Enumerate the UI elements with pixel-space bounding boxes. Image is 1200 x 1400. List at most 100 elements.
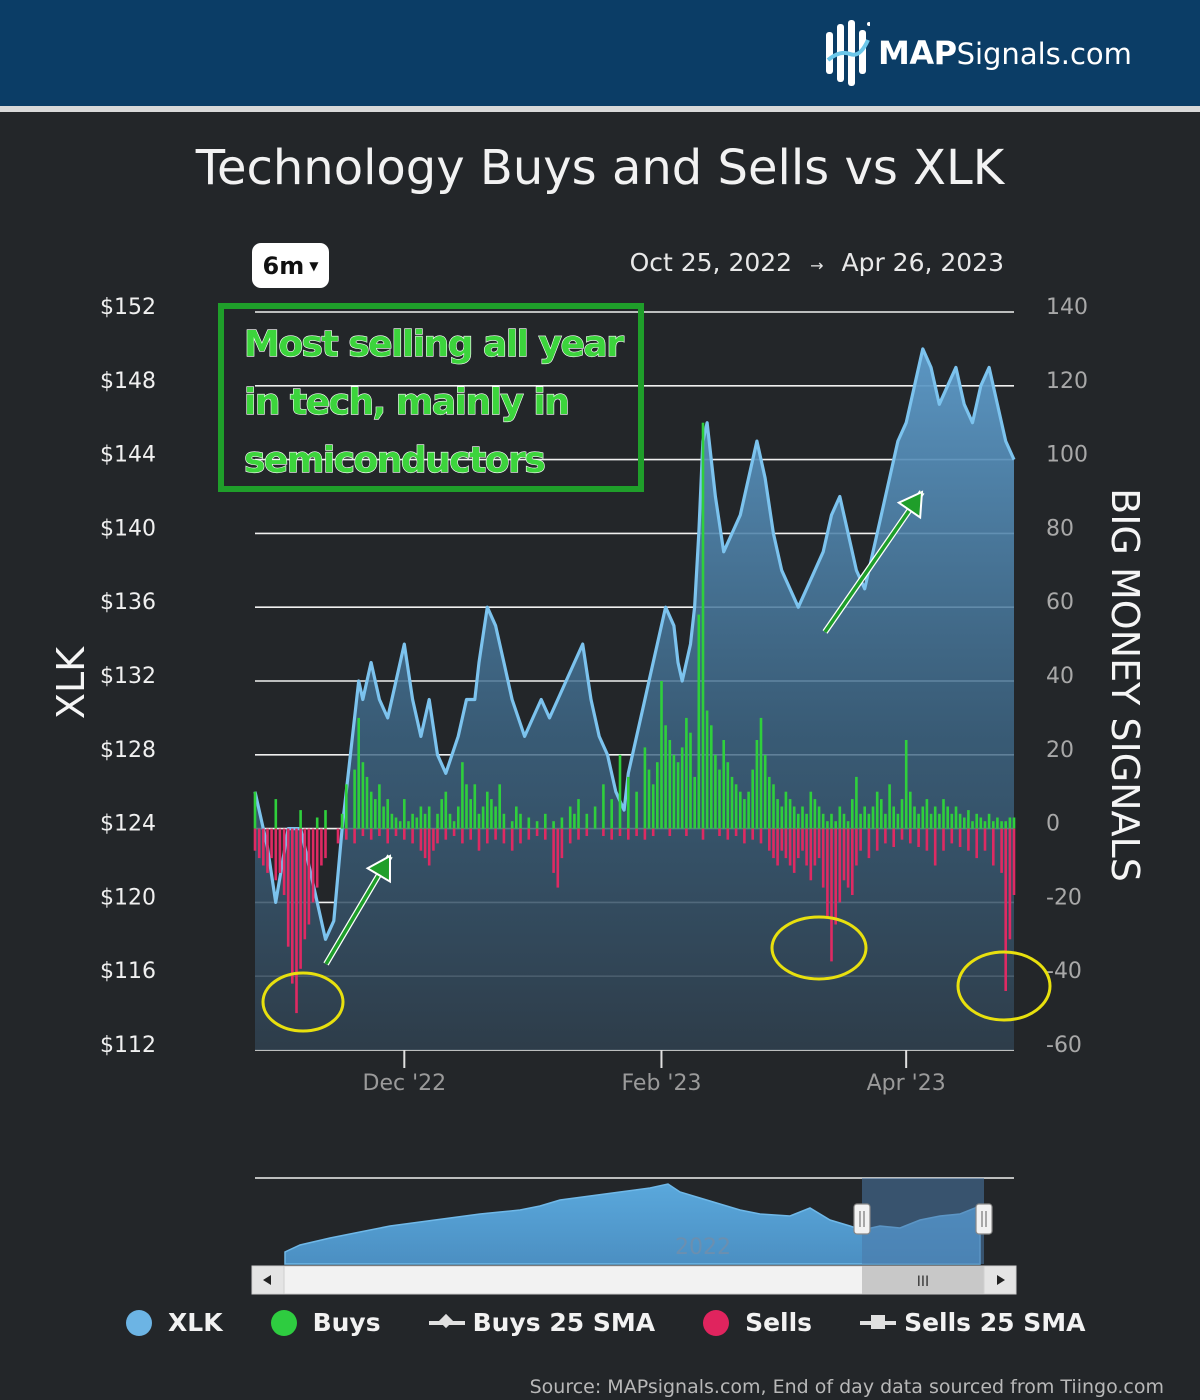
sell-bar xyxy=(394,828,398,836)
buy-bar xyxy=(510,821,514,829)
sell-bar xyxy=(282,828,286,895)
navigator-handle[interactable] xyxy=(853,1203,871,1235)
legend-item[interactable]: Buys xyxy=(270,1308,381,1337)
sell-bar xyxy=(821,828,825,888)
buy-bar xyxy=(801,806,804,829)
sell-bar xyxy=(320,828,323,866)
arrow-right-icon: → xyxy=(810,256,824,275)
buy-bar xyxy=(759,717,763,829)
legend-item[interactable]: Sells 25 SMA xyxy=(860,1308,1085,1337)
buy-bar xyxy=(863,806,866,829)
buy-bar xyxy=(515,806,518,829)
buy-bar xyxy=(427,806,431,829)
sell-bar xyxy=(295,828,298,1014)
buy-bar xyxy=(345,784,348,829)
sell-bar xyxy=(556,828,560,888)
sell-bar xyxy=(257,828,261,859)
buy-bar xyxy=(407,821,410,829)
date-end[interactable]: Apr 26, 2023 xyxy=(841,248,1004,277)
buy-bar xyxy=(817,806,821,829)
sell-bar xyxy=(992,828,995,866)
buy-bar xyxy=(880,799,883,829)
brand-logo[interactable]: MAPSignals.com xyxy=(826,18,1132,88)
date-start[interactable]: Oct 25, 2022 xyxy=(629,248,793,277)
navigator-handle[interactable] xyxy=(975,1203,993,1235)
sell-bar xyxy=(838,828,842,903)
buy-bar xyxy=(730,776,734,829)
sell-bar xyxy=(353,828,356,844)
sell-bar xyxy=(286,828,290,947)
legend-item[interactable]: Sells xyxy=(703,1308,812,1337)
legend-dot-icon xyxy=(703,1309,730,1336)
buy-bar xyxy=(660,681,663,829)
buy-bar xyxy=(369,791,373,829)
buy-bar xyxy=(950,813,954,829)
buy-bar xyxy=(805,813,808,829)
buy-bar xyxy=(651,784,655,829)
sell-bar xyxy=(324,828,327,859)
sell-bar xyxy=(386,828,389,844)
buy-bar xyxy=(834,821,837,829)
buy-bar xyxy=(938,813,941,829)
buy-bar xyxy=(544,813,547,829)
buy-bar xyxy=(411,813,414,829)
legend-dot-icon xyxy=(270,1309,297,1336)
buy-bar xyxy=(776,799,779,829)
sell-bar xyxy=(842,828,846,881)
x-tick-label: Dec '22 xyxy=(363,1071,447,1096)
sell-bar xyxy=(627,828,630,840)
sell-bar xyxy=(826,828,829,918)
sell-bar xyxy=(299,828,302,969)
buy-bar xyxy=(419,806,423,829)
sell-bar xyxy=(535,828,539,836)
source-note: Source: MAPsignals.com, End of day data … xyxy=(529,1376,1164,1398)
buy-bar xyxy=(299,810,302,829)
sell-bar xyxy=(544,828,547,840)
buy-bar xyxy=(722,740,725,829)
sell-bar xyxy=(577,828,580,840)
right-tick-label: 100 xyxy=(1046,443,1088,468)
right-tick-label: 40 xyxy=(1046,664,1074,689)
buy-bar xyxy=(568,806,572,829)
buy-bar xyxy=(647,769,651,829)
buy-bar xyxy=(718,769,721,829)
sell-bar xyxy=(792,828,796,873)
sell-bar xyxy=(432,828,435,851)
buy-bar xyxy=(830,813,833,829)
buy-bar xyxy=(668,740,672,829)
header-divider xyxy=(0,106,1200,120)
buy-bar xyxy=(888,784,891,829)
right-tick-label: 60 xyxy=(1046,590,1074,615)
range-selector[interactable]: 6m ▼ xyxy=(252,243,329,288)
sell-bar xyxy=(253,828,257,851)
legend-item[interactable]: Buys 25 SMA xyxy=(428,1308,655,1337)
buy-bar xyxy=(643,747,647,829)
buy-bar xyxy=(992,821,995,829)
legend: XLK Buys Buys 25 SMA Sells Sells 25 SMA xyxy=(126,1308,1085,1337)
sell-bar xyxy=(411,828,414,844)
buy-bar xyxy=(490,799,493,829)
buy-bar xyxy=(415,817,419,829)
scrollbar-thumb[interactable] xyxy=(862,1266,984,1294)
buy-bar xyxy=(498,784,501,829)
buy-bar xyxy=(1004,821,1007,829)
legend-line-diamond-icon xyxy=(428,1313,465,1328)
left-tick-label: $124 xyxy=(100,812,156,837)
sell-bar xyxy=(361,828,365,836)
buy-bar xyxy=(821,813,825,829)
buy-bar xyxy=(867,813,871,829)
buy-bar xyxy=(701,422,705,829)
sell-bar xyxy=(759,828,763,844)
sell-bar xyxy=(809,828,813,881)
buy-bar xyxy=(656,762,659,829)
buy-bar xyxy=(685,717,688,829)
highlight-circle xyxy=(956,950,1052,1022)
buy-bar xyxy=(452,821,456,829)
buy-bar xyxy=(461,762,464,829)
left-tick-label: $140 xyxy=(100,516,156,541)
legend-item[interactable]: XLK xyxy=(126,1308,223,1337)
buy-bar xyxy=(423,813,427,829)
sell-bar xyxy=(772,828,775,859)
buy-bar xyxy=(983,821,987,829)
buy-bar xyxy=(900,799,904,829)
